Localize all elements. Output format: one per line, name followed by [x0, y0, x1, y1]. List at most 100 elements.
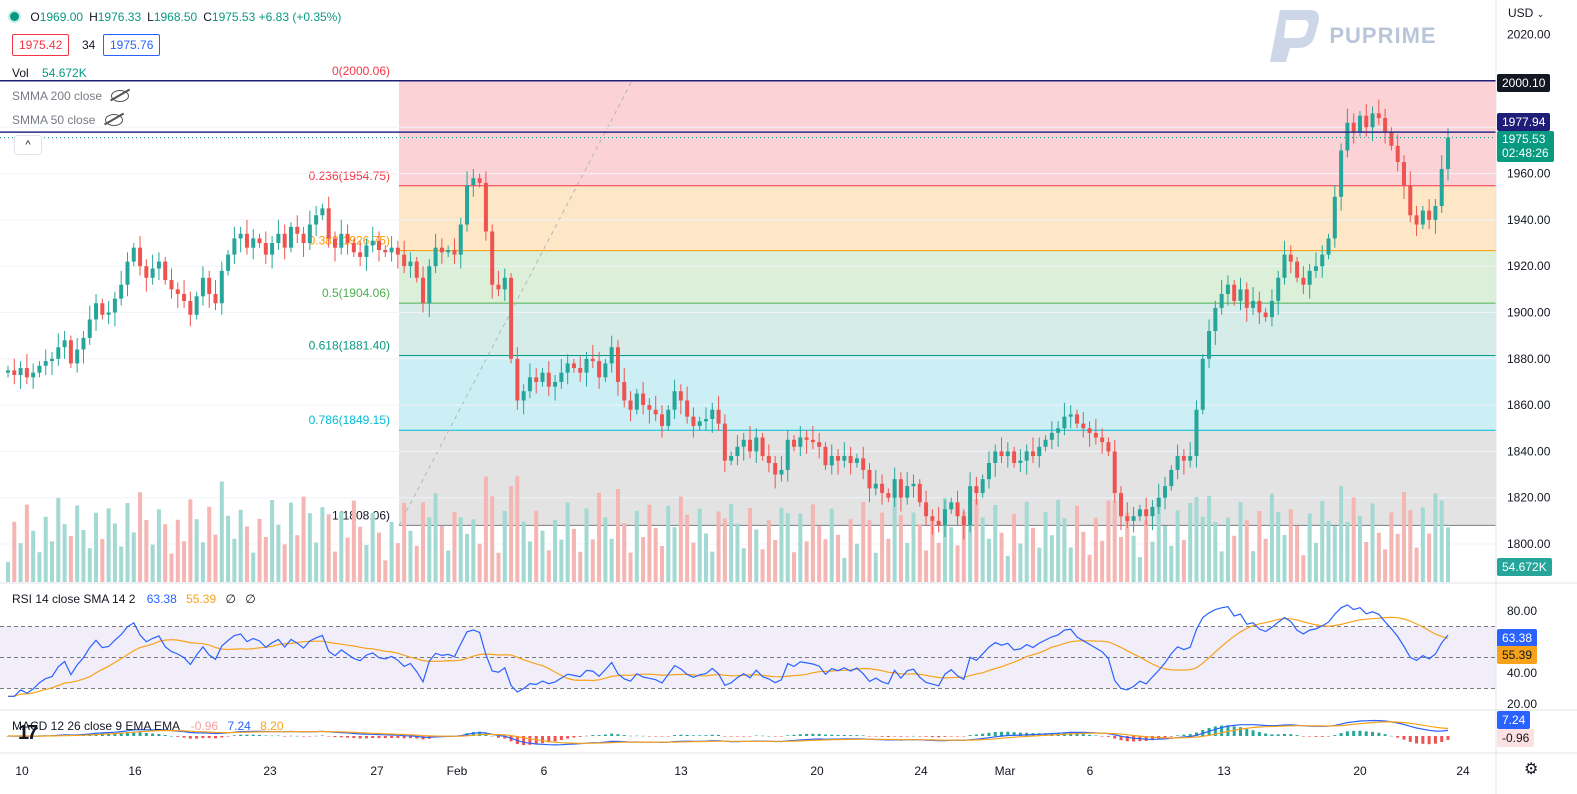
volume-bar	[1357, 515, 1362, 582]
macd-hist-bar	[113, 733, 117, 736]
macd-hist-bar	[798, 734, 802, 736]
rsi-legend[interactable]: RSI 14 close SMA 14 2 63.38 55.39 ∅ ∅	[12, 592, 256, 606]
macd-legend[interactable]: MACD 12 26 close 9 EMA EMA -0.96 7.24 8.…	[12, 719, 284, 733]
volume-bar	[716, 511, 721, 582]
macd-hist-bar	[1075, 733, 1079, 736]
volume-bar	[1439, 500, 1444, 582]
volume-bar	[1339, 486, 1344, 582]
macd-hist-bar	[232, 735, 236, 736]
macd-hist-bar	[748, 736, 752, 737]
rsi-empty-value: ∅	[225, 592, 236, 606]
volume-bar	[848, 519, 853, 582]
volume-bar	[477, 543, 482, 582]
macd-hist-bar	[176, 736, 180, 737]
macd-hist-bar	[830, 734, 834, 736]
candle-body	[1049, 432, 1054, 440]
hidden-eye-icon[interactable]	[104, 114, 123, 126]
volume-bar	[559, 539, 564, 582]
macd-hist-bar	[710, 734, 714, 736]
volume-bar	[408, 530, 413, 582]
volume-legend[interactable]: Vol 54.672K	[12, 66, 87, 80]
macd-hist-bar	[1182, 734, 1186, 736]
volume-bar	[1420, 507, 1425, 582]
fib-label-0.786: 0.786(1849.15)	[309, 413, 390, 427]
gear-icon[interactable]: ⚙	[1524, 761, 1539, 778]
candle-body	[94, 303, 99, 320]
macd-hist-bar	[333, 736, 337, 738]
ohlc-values: O1969.00 H1976.33 L1968.50 C1975.53	[24, 10, 255, 24]
volume-bar	[483, 476, 488, 582]
macd-hist-bar	[314, 735, 318, 737]
volume-bar	[1156, 504, 1161, 582]
candle-body	[12, 370, 17, 376]
candle-body	[1395, 145, 1400, 163]
candle-body	[892, 479, 897, 498]
volume-bar	[188, 499, 193, 582]
smma200-legend[interactable]: SMMA 200 close	[12, 89, 130, 103]
macd-hist-bar	[308, 736, 312, 737]
volume-bar	[1100, 540, 1105, 582]
currency-selector[interactable]: USD ⌄	[1508, 6, 1544, 20]
candle-body	[351, 243, 356, 253]
collapse-legend-button[interactable]: ^	[14, 135, 42, 155]
sell-price-button[interactable]: 1975.42	[12, 34, 70, 56]
candle-body	[75, 349, 80, 364]
candle-body	[1012, 451, 1017, 463]
volume-bar	[641, 537, 646, 582]
volume-bar	[936, 542, 941, 582]
buy-price-button[interactable]: 1975.76	[103, 34, 161, 56]
volume-bar	[1263, 538, 1268, 582]
volume-bar	[905, 543, 910, 582]
candle-body	[1056, 428, 1061, 433]
macd-hist-bar	[842, 734, 846, 736]
macd-hist-bar	[893, 736, 897, 737]
macd-hist-bar	[195, 736, 199, 739]
rsi-legend-label: RSI 14 close SMA 14 2	[12, 592, 136, 606]
volume-bar	[1364, 542, 1369, 582]
candle-body	[974, 486, 979, 494]
candle-body	[31, 372, 36, 378]
hidden-eye-icon[interactable]	[111, 90, 130, 102]
macd-hist-bar	[981, 733, 985, 736]
macd-hist-bar	[1238, 727, 1242, 736]
candle-body	[477, 178, 482, 183]
candle-body	[817, 442, 822, 447]
volume-bar	[1074, 505, 1079, 582]
candle-body	[609, 347, 614, 364]
smma50-legend[interactable]: SMMA 50 close	[12, 113, 123, 127]
volume-bar	[1137, 557, 1142, 582]
macd-hist-bar	[320, 735, 324, 736]
market-open-icon	[8, 10, 21, 23]
candle-body	[1364, 115, 1369, 128]
macd-hist-bar	[383, 736, 387, 739]
macd-hist-bar	[364, 736, 368, 739]
candle-body	[1370, 113, 1375, 128]
volume-bar	[873, 552, 878, 582]
volume-bar	[1446, 527, 1450, 582]
candle-body	[842, 456, 847, 461]
volume-bar	[1345, 521, 1350, 582]
volume-bar	[169, 553, 174, 582]
volume-bar	[194, 519, 199, 582]
candle-body	[131, 247, 136, 262]
volume-bar	[597, 492, 602, 582]
macd-hist-bar	[239, 734, 243, 736]
candle-body	[1200, 358, 1205, 410]
macd-hist-bar	[1295, 735, 1299, 736]
candle-body	[1345, 122, 1350, 151]
volume-bar	[930, 519, 935, 582]
macd-hist-bar	[723, 736, 727, 737]
fib-label-0: 0(2000.06)	[332, 64, 390, 78]
macd-hist-bar	[358, 736, 362, 739]
macd-hist-bar	[144, 732, 148, 736]
candle-body	[37, 365, 42, 373]
candle-body	[244, 233, 249, 248]
volume-bar	[1288, 509, 1293, 582]
x-tick-label: 16	[128, 764, 142, 778]
volume-bar	[1244, 520, 1249, 582]
tradingview-logo-icon: 17	[18, 722, 38, 744]
candle-body	[641, 393, 646, 406]
candle-body	[169, 280, 174, 290]
volume-bar	[232, 538, 237, 582]
